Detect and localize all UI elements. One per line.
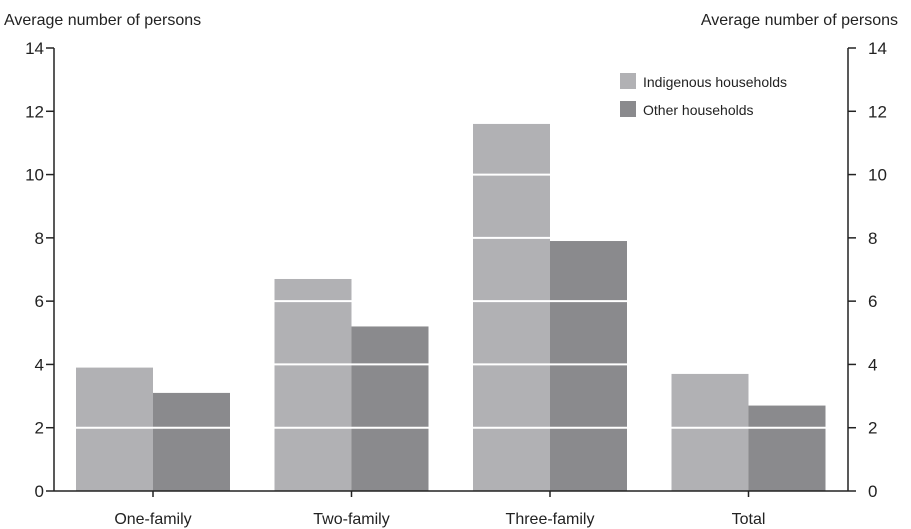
category-label: One-family <box>114 511 191 528</box>
right-tick-label: 8 <box>868 229 877 248</box>
legend-label-indigenous: Indigenous households <box>643 74 787 90</box>
right-tick-label: 2 <box>868 419 877 438</box>
left-tick-label: 0 <box>35 482 44 501</box>
left-tick-label: 6 <box>35 292 44 311</box>
category-labels-group: One-family Two-family Three-family Total <box>114 511 765 528</box>
legend-swatch-other <box>620 101 636 117</box>
left-tick-label: 4 <box>35 355 44 374</box>
bar-two-family-series-0 <box>274 278 352 491</box>
axes-group <box>53 48 849 497</box>
right-tick-label: 12 <box>868 102 887 121</box>
left-tick-label: 2 <box>35 419 44 438</box>
left-tick-label: 14 <box>25 39 44 58</box>
right-tick-label: 10 <box>868 166 887 185</box>
bar-total-series-1 <box>748 405 826 491</box>
right-tick-label: 6 <box>868 292 877 311</box>
bars-group <box>76 123 826 491</box>
right-tick-label: 4 <box>868 355 877 374</box>
bar-one-family-series-0 <box>76 367 153 491</box>
left-axis-title: Average number of persons <box>4 12 201 29</box>
left-tick-label: 12 <box>25 102 44 121</box>
ticks-group: 0 0 2 2 4 4 6 6 8 8 10 10 12 12 14 14 <box>25 39 887 501</box>
bar-three-family-series-1 <box>550 241 627 491</box>
right-tick-label: 14 <box>868 39 887 58</box>
category-label: Three-family <box>506 511 595 528</box>
bar-two-family-series-1 <box>351 326 429 491</box>
legend-swatch-indigenous <box>620 73 636 89</box>
right-axis-title: Average number of persons <box>701 12 898 29</box>
bar-total-series-0 <box>671 373 749 491</box>
left-tick-label: 8 <box>35 229 44 248</box>
bar-three-family-series-0 <box>473 123 550 491</box>
category-label: Total <box>732 511 766 528</box>
left-tick-label: 10 <box>25 166 44 185</box>
right-tick-label: 0 <box>868 482 877 501</box>
gridlines-group <box>55 47 847 429</box>
legend: Indigenous households Other households <box>620 73 787 118</box>
bar-one-family-series-1 <box>153 392 230 491</box>
legend-label-other: Other households <box>643 102 754 118</box>
category-label: Two-family <box>313 511 389 528</box>
